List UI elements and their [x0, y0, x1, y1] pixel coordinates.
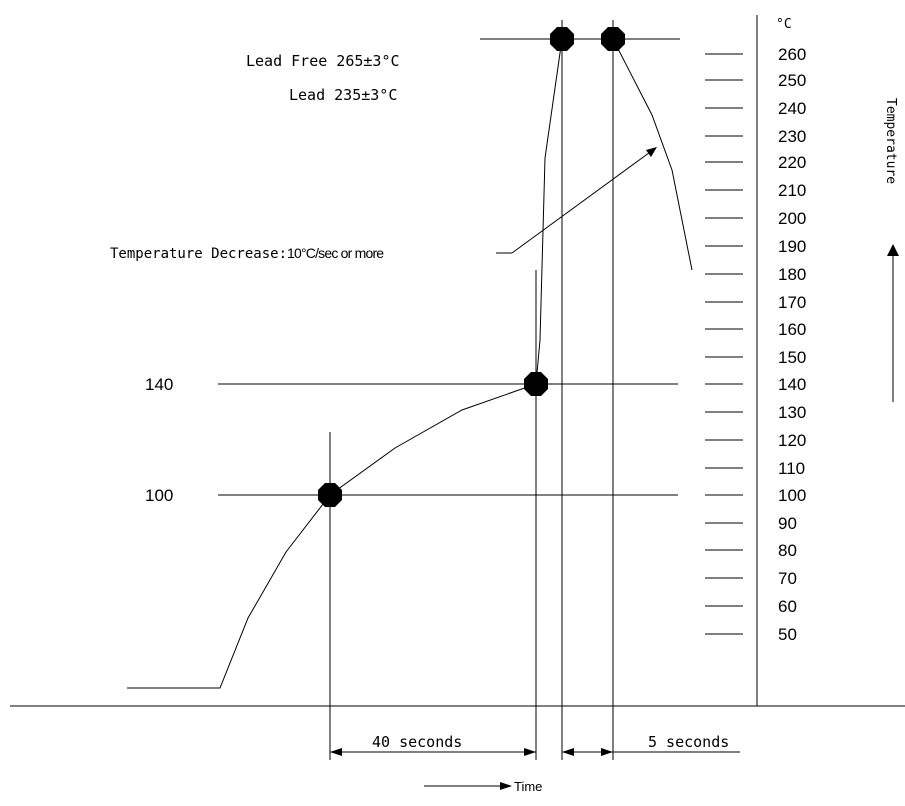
decrease-label: Temperature Decrease:10°C/sec or more	[110, 245, 384, 262]
left-label-140: 140	[145, 375, 173, 394]
tick-label-90: 90	[778, 514, 797, 533]
scale-tick-labels: 260 250 240 230 220 210 200 190 180 170 160 150 140 1…	[778, 45, 806, 644]
tick-label-130: 130	[778, 403, 806, 422]
decrease-arrowhead	[646, 147, 657, 157]
scale-ticks	[705, 53, 743, 635]
tick-label-200: 200	[778, 209, 806, 228]
tick-label-50: 50	[778, 625, 797, 644]
tick-label-100: 100	[778, 486, 806, 505]
tick-label-260: 260	[778, 45, 806, 64]
marker-peak-end	[601, 27, 625, 51]
unit-label: °C	[776, 17, 792, 32]
tick-label-150: 150	[778, 348, 806, 367]
tick-label-210: 210	[778, 181, 806, 200]
tick-label-160: 160	[778, 320, 806, 339]
tick-label-70: 70	[778, 569, 797, 588]
tick-label-80: 80	[778, 541, 797, 560]
arrowhead-40s-right	[524, 748, 536, 756]
marker-peak-start	[550, 27, 574, 51]
arrowhead-5s-right	[601, 748, 613, 756]
markers	[318, 27, 625, 507]
interval-40-label: 40 seconds	[372, 733, 462, 751]
tick-label-220: 220	[778, 153, 806, 172]
tick-label-180: 180	[778, 265, 806, 284]
tick-label-60: 60	[778, 597, 797, 616]
left-label-100: 100	[145, 486, 173, 505]
tick-label-140: 140	[778, 375, 806, 394]
lead-free-label: Lead Free 265±3°C	[246, 52, 400, 70]
tick-label-230: 230	[778, 127, 806, 146]
arrowhead-5s-left	[562, 748, 574, 756]
tick-label-170: 170	[778, 293, 806, 312]
temperature-arrowhead	[887, 244, 899, 256]
decrease-prefix: Temperature Decrease:	[110, 246, 287, 262]
arrowhead-40s-left	[330, 748, 342, 756]
lead-label: Lead 235±3°C	[289, 86, 397, 104]
tick-label-190: 190	[778, 237, 806, 256]
temperature-axis-title: Temperature	[883, 98, 898, 184]
time-label: Time	[514, 779, 542, 794]
decrease-pointer-arrow	[511, 149, 654, 254]
time-arrowhead	[500, 782, 512, 790]
tick-label-250: 250	[778, 71, 806, 90]
tick-label-120: 120	[778, 431, 806, 450]
marker-140	[524, 372, 548, 396]
reflow-profile-curve	[127, 38, 693, 689]
tick-label-110: 110	[778, 459, 805, 478]
interval-5-label: 5 seconds	[648, 733, 729, 751]
tick-label-240: 240	[778, 99, 806, 118]
decrease-value: 10°C/sec or more	[287, 245, 384, 261]
marker-100	[318, 483, 342, 507]
